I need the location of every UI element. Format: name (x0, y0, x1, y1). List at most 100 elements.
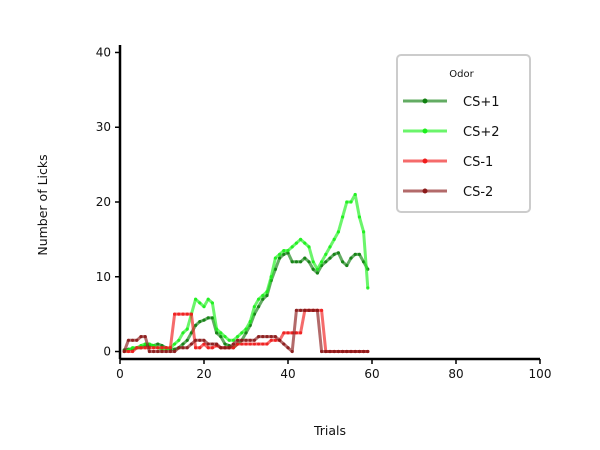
data-point (294, 241, 298, 245)
legend: Odor CS+1 CS+2 CS-1 CS-2 (396, 54, 531, 213)
data-point (286, 248, 290, 253)
legend-title: Odor (449, 69, 474, 80)
data-point (252, 338, 256, 342)
data-point (210, 301, 214, 305)
data-point (307, 260, 311, 264)
data-point (269, 338, 273, 342)
data-point (290, 245, 294, 249)
data-point (345, 349, 349, 354)
data-point (122, 349, 126, 354)
data-point (349, 349, 353, 354)
data-point (206, 342, 210, 346)
x-axis-title: Trials (313, 423, 346, 438)
data-point (164, 349, 168, 354)
legend-label: CS-1 (463, 155, 493, 170)
data-point (324, 260, 328, 264)
data-point (315, 271, 319, 275)
data-point (357, 215, 361, 219)
data-point (282, 248, 286, 253)
data-point (202, 338, 206, 342)
legend-swatch-marker (422, 128, 428, 134)
data-point (198, 338, 202, 342)
data-point (227, 338, 231, 342)
data-point (244, 331, 248, 335)
data-point (362, 230, 366, 234)
data-point (265, 293, 269, 298)
data-point (185, 312, 189, 316)
data-point (261, 342, 265, 346)
data-point (244, 342, 248, 346)
data-point (328, 245, 332, 249)
legend-box (396, 54, 531, 213)
data-point (240, 338, 244, 342)
data-point (189, 312, 193, 316)
data-point (257, 342, 261, 346)
data-point (177, 312, 181, 316)
y-tick-label: 20 (96, 195, 111, 209)
data-point (345, 263, 349, 268)
y-tick-label: 10 (96, 270, 111, 284)
series-layer (122, 192, 370, 354)
data-point (135, 346, 139, 350)
data-point (202, 342, 206, 346)
data-point (257, 297, 261, 301)
data-point (248, 338, 252, 342)
data-point (181, 346, 185, 350)
data-point (290, 260, 294, 264)
data-point (194, 346, 198, 350)
y-tick-label: 40 (96, 45, 111, 59)
data-point (206, 297, 210, 301)
data-point (286, 331, 290, 335)
data-point (332, 237, 336, 241)
legend-item: CS+1 (403, 95, 500, 110)
data-point (307, 308, 311, 313)
data-point (223, 342, 227, 346)
data-point (265, 290, 269, 294)
data-point (177, 346, 181, 350)
data-point (156, 346, 160, 350)
data-point (307, 245, 311, 249)
data-point (332, 349, 336, 354)
x-tick-label: 80 (448, 367, 463, 381)
legend-label: CS+1 (463, 95, 500, 110)
x-tick-label: 0 (116, 367, 124, 381)
data-point (219, 334, 223, 339)
data-point (315, 267, 319, 271)
data-point (261, 297, 265, 301)
legend-item: CS-1 (403, 155, 493, 170)
data-point (126, 349, 130, 354)
data-point (164, 346, 168, 350)
data-point (173, 342, 177, 346)
data-point (336, 349, 340, 354)
data-point (156, 342, 160, 346)
data-point (252, 342, 256, 346)
legend-swatch-marker (422, 158, 428, 164)
data-point (357, 349, 361, 354)
data-point (257, 334, 261, 339)
legend-label: CS+2 (463, 125, 500, 140)
data-point (206, 346, 210, 350)
data-point (362, 349, 366, 354)
data-point (227, 346, 231, 350)
data-point (341, 349, 345, 354)
data-point (341, 215, 345, 219)
data-point (236, 338, 240, 342)
data-point (273, 338, 277, 342)
data-point (257, 305, 261, 309)
data-point (320, 349, 324, 354)
data-point (269, 275, 273, 279)
data-point (244, 327, 248, 331)
data-point (206, 316, 210, 320)
y-tick-label: 30 (96, 120, 111, 134)
data-point (210, 346, 214, 350)
data-point (143, 334, 147, 339)
data-point (223, 334, 227, 339)
data-point (236, 342, 240, 346)
data-point (231, 338, 235, 342)
series-CS+2 (122, 192, 370, 354)
data-point (143, 346, 147, 350)
data-point (139, 346, 143, 350)
data-point (299, 237, 303, 241)
data-point (219, 346, 223, 350)
